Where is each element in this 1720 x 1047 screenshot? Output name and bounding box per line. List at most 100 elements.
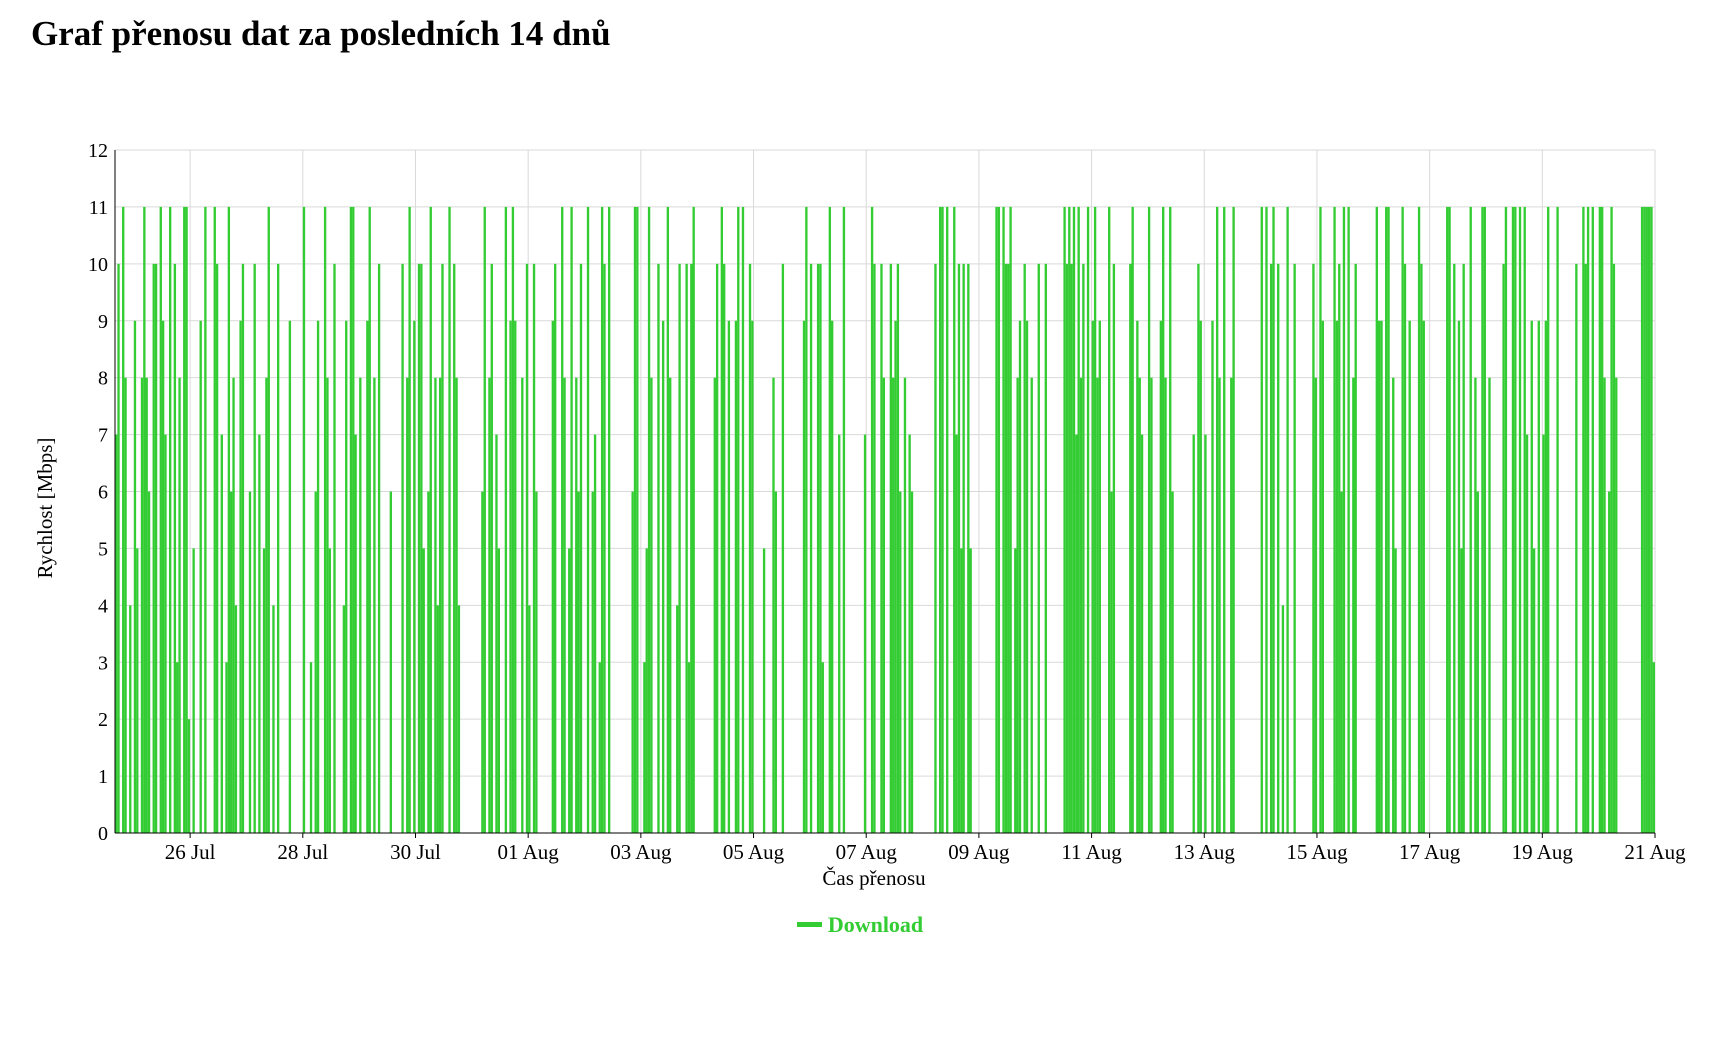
download-bar: [1260, 206, 1263, 833]
y-tick-label: 3: [98, 652, 108, 674]
download-bar: [1446, 206, 1449, 833]
download-bar: [1612, 263, 1616, 833]
download-bar: [1502, 263, 1505, 833]
download-bar: [1075, 434, 1078, 833]
download-bar: [1584, 263, 1587, 833]
download-bar: [713, 377, 716, 833]
download-bar: [1002, 206, 1005, 833]
download-bar: [774, 491, 778, 833]
download-bar: [579, 263, 583, 833]
download-bar: [1037, 263, 1040, 833]
download-bar: [1380, 320, 1383, 833]
download-bar: [248, 491, 252, 833]
download-bar: [882, 377, 885, 833]
download-bar: [1030, 377, 1033, 833]
download-bar: [685, 263, 688, 833]
download-bar: [1098, 320, 1101, 833]
download-bar: [831, 320, 834, 833]
download-bar: [316, 320, 320, 833]
download-bar: [666, 206, 670, 833]
download-bar: [607, 206, 611, 833]
download-bar: [1342, 206, 1346, 833]
x-tick-label: 11 Aug: [1061, 840, 1122, 864]
y-tick-label: 6: [98, 482, 108, 504]
download-bar: [1131, 206, 1134, 833]
download-bar: [727, 320, 731, 833]
download-bar: [288, 320, 292, 833]
download-bar: [434, 377, 437, 833]
x-tick-label: 30 Jul: [390, 840, 441, 864]
download-bar: [953, 206, 956, 833]
download-bar: [1338, 263, 1341, 833]
download-bar: [1640, 206, 1644, 833]
download-bar: [441, 263, 444, 833]
download-bar: [457, 605, 461, 833]
download-bar: [1537, 320, 1540, 833]
download-bar: [1354, 263, 1357, 833]
download-bar: [1403, 263, 1407, 833]
download-bar: [117, 263, 120, 833]
download-bar: [1211, 320, 1214, 833]
download-bar: [1647, 206, 1651, 833]
download-bar: [880, 263, 883, 833]
download-bar: [406, 377, 409, 833]
download-bar: [577, 491, 580, 833]
download-bar: [1281, 605, 1285, 833]
x-tick-label: 19 Aug: [1512, 840, 1574, 864]
download-bar: [227, 206, 231, 833]
y-tick-label: 8: [98, 368, 108, 390]
download-bar: [509, 320, 512, 833]
download-bar: [178, 377, 181, 833]
download-bar: [239, 320, 242, 833]
download-bar: [1096, 377, 1099, 833]
download-bar: [1077, 206, 1080, 833]
download-bar: [910, 491, 914, 833]
download-bar: [720, 206, 724, 833]
download-bar: [1009, 206, 1012, 833]
legend[interactable]: Download: [0, 912, 1720, 938]
download-bar: [1603, 377, 1606, 833]
download-bar: [1082, 263, 1085, 833]
download-bar: [1270, 263, 1273, 833]
x-tick-label: 05 Aug: [723, 840, 785, 864]
download-bar: [525, 263, 529, 833]
y-tick-label: 5: [98, 538, 108, 560]
download-bar: [1230, 377, 1233, 833]
download-bar: [969, 548, 972, 833]
download-bar: [453, 263, 456, 833]
download-bar: [643, 662, 646, 833]
download-bar: [821, 662, 824, 833]
download-bar: [185, 206, 188, 833]
download-bar: [551, 320, 554, 833]
download-bar: [1530, 320, 1533, 833]
download-bar: [1650, 206, 1653, 833]
download-bar: [1110, 491, 1113, 833]
download-bar: [429, 206, 432, 833]
download-bar: [553, 263, 557, 833]
download-bar: [1610, 206, 1613, 833]
download-bar: [957, 263, 961, 833]
download-bar: [326, 377, 329, 833]
download-bar: [1321, 320, 1324, 833]
download-bar: [892, 377, 895, 833]
download-bar: [568, 548, 571, 833]
download-bar: [1192, 434, 1195, 833]
download-bar: [115, 434, 118, 833]
download-bar: [309, 662, 313, 833]
download-bar: [420, 263, 423, 833]
download-bar: [946, 206, 949, 833]
download-bar: [213, 206, 216, 833]
download-bar: [889, 263, 893, 833]
download-bar: [1401, 206, 1404, 833]
download-bar: [1025, 320, 1029, 833]
download-bar: [1162, 206, 1165, 833]
download-bar: [805, 206, 808, 833]
download-bar: [511, 206, 515, 833]
download-bar: [1023, 263, 1026, 833]
download-bar: [1197, 263, 1200, 833]
download-bar: [1044, 263, 1047, 833]
download-bar: [1147, 206, 1151, 833]
download-bar: [1417, 206, 1421, 833]
download-bar: [896, 263, 900, 833]
download-bar: [1286, 206, 1289, 833]
